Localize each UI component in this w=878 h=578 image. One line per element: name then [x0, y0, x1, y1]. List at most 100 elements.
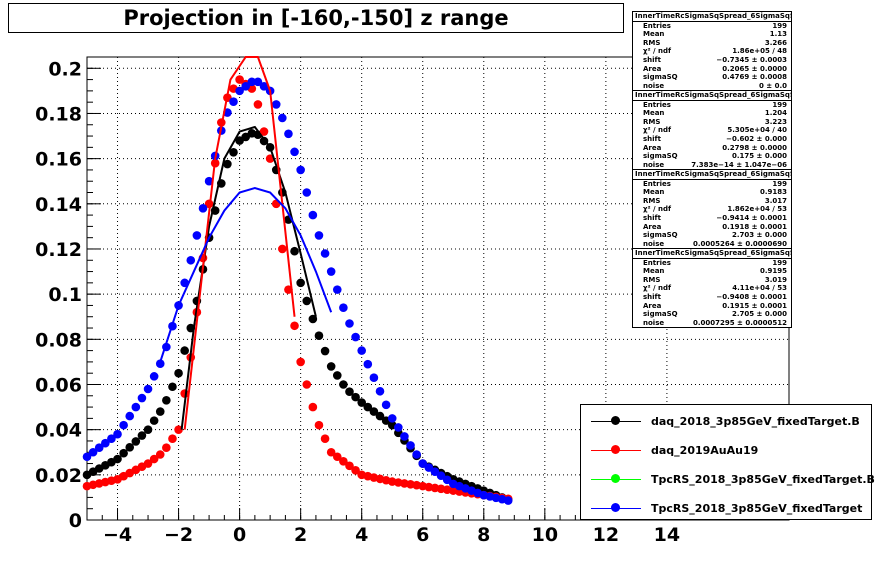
data-point [375, 411, 385, 421]
stats-value: 0.9183 [759, 188, 787, 197]
data-point [259, 82, 269, 91]
data-point [168, 382, 177, 392]
stats-key: shift [643, 213, 661, 222]
stats-row: shift −0.7345 ± 0.0003 [633, 56, 791, 65]
stats-value: 0.175 ± 0.000 [731, 152, 787, 161]
stats-row: sigmaSQ 0.175 ± 0.000 [633, 152, 791, 161]
legend-marker [611, 445, 620, 454]
data-point [320, 346, 330, 356]
data-point [296, 357, 305, 367]
data-point [314, 331, 324, 341]
data-point [375, 386, 385, 396]
data-point [149, 372, 159, 381]
data-point [424, 463, 434, 472]
stats-key: sigmaSQ [643, 73, 678, 82]
data-point [351, 466, 360, 475]
data-point [162, 395, 171, 405]
data-point [345, 461, 354, 471]
data-point [253, 77, 263, 87]
data-point [119, 420, 128, 430]
legend-entry: daq_2019AuAu19 [581, 440, 871, 460]
data-point [155, 407, 165, 416]
legend-label: daq_2018_3p85GeV_fixedTarget.B [651, 414, 860, 428]
data-point [174, 368, 183, 378]
data-point [369, 407, 379, 416]
stats-value: 0.1918 ± 0.0001 [722, 222, 787, 231]
data-point [345, 319, 354, 328]
stats-key: shift [643, 55, 661, 64]
stats-row: noise 0.0005264 ± 0.0000690 [633, 240, 791, 249]
stats-value: 199 [772, 258, 787, 267]
stats-key: Entries [643, 258, 671, 267]
stats-value: −0.9414 ± 0.0001 [716, 213, 787, 222]
data-point [400, 432, 409, 441]
data-point [339, 303, 348, 312]
data-point [119, 448, 128, 458]
stats-key: Area [643, 301, 662, 310]
data-point [357, 346, 366, 355]
stats-value: 0.2798 ± 0.0000 [722, 143, 787, 152]
stats-key: RMS [643, 38, 661, 47]
stats-key: Entries [643, 21, 671, 30]
stats-row: χ² / ndf 5.305e+04 / 40 [633, 126, 791, 135]
stats-box: InnerTimeRcSigmaSqSpread_6SigmaSqSpreadE… [632, 90, 792, 171]
stats-key: sigmaSQ [643, 310, 678, 319]
y-tick-label: 0.04 [35, 420, 82, 442]
data-point [204, 176, 214, 186]
data-point [339, 380, 348, 389]
stats-row: sigmaSQ 2.703 ± 0.000 [633, 231, 791, 240]
stats-row: Entries 199 [633, 22, 791, 31]
data-point [332, 452, 342, 462]
stats-row: Mean 0.9183 [633, 188, 791, 197]
data-point [235, 75, 244, 84]
stats-value: −0.9408 ± 0.0001 [716, 292, 787, 301]
legend-label: TpcRS_2018_3p85GeV_fixedTarget.B [651, 472, 875, 486]
legend-label: daq_2019AuAu19 [651, 443, 759, 457]
stats-value: 0.2065 ± 0.0000 [722, 64, 787, 73]
stats-row: RMS 3.223 [633, 118, 791, 127]
x-tick-label: 0 [233, 524, 246, 546]
data-point [186, 255, 196, 265]
data-point [88, 447, 98, 457]
data-point [302, 296, 312, 306]
y-tick-label: 0.12 [35, 239, 82, 261]
stats-value: 3.017 [764, 196, 787, 205]
data-point [381, 400, 391, 410]
data-point [271, 100, 281, 109]
stats-value: 199 [772, 179, 787, 188]
data-point [284, 129, 293, 139]
x-tick-label: 4 [355, 524, 368, 546]
data-point [149, 454, 159, 464]
stats-key: Mean [643, 30, 665, 39]
stats-key: RMS [643, 117, 661, 126]
data-point [308, 210, 318, 220]
stats-value: 7.383e−14 ± 1.047e−06 [691, 160, 787, 169]
data-point [363, 402, 373, 412]
stats-key: χ² / ndf [643, 205, 672, 214]
data-point [229, 97, 238, 107]
stats-row: Area 0.1918 ± 0.0001 [633, 223, 791, 232]
stats-value: 0.0007295 ± 0.0000512 [693, 318, 787, 327]
y-tick-label: 0.06 [35, 374, 82, 396]
data-point [143, 425, 153, 434]
data-point [290, 147, 299, 157]
legend-entry: TpcRS_2018_3p85GeV_fixedTarget [581, 498, 871, 518]
stats-row: χ² / ndf 4.11e+04 / 53 [633, 284, 791, 293]
data-point [320, 249, 330, 258]
stats-row: shift −0.9414 ± 0.0001 [633, 214, 791, 223]
stats-value: 4.11e+04 / 53 [732, 284, 787, 293]
stats-row: Area 0.1915 ± 0.0001 [633, 302, 791, 311]
stats-row: Mean 1.204 [633, 109, 791, 118]
stats-row: Entries 199 [633, 180, 791, 189]
stats-row: shift −0.602 ± 0.000 [633, 135, 791, 144]
stats-value: 1.204 [764, 109, 787, 118]
stats-row: χ² / ndf 1.86e+05 / 48 [633, 47, 791, 56]
stats-key: Entries [643, 179, 671, 188]
data-point [94, 443, 104, 453]
stats-row: RMS 3.266 [633, 39, 791, 48]
data-point [253, 100, 263, 109]
stats-box-title: InnerTimeRcSigmaSqSpread_6SigmaSqSpread [633, 170, 791, 180]
stats-value: 3.223 [764, 117, 787, 126]
stats-row: χ² / ndf 1.862e+04 / 53 [633, 205, 791, 214]
stats-key: sigmaSQ [643, 152, 678, 161]
